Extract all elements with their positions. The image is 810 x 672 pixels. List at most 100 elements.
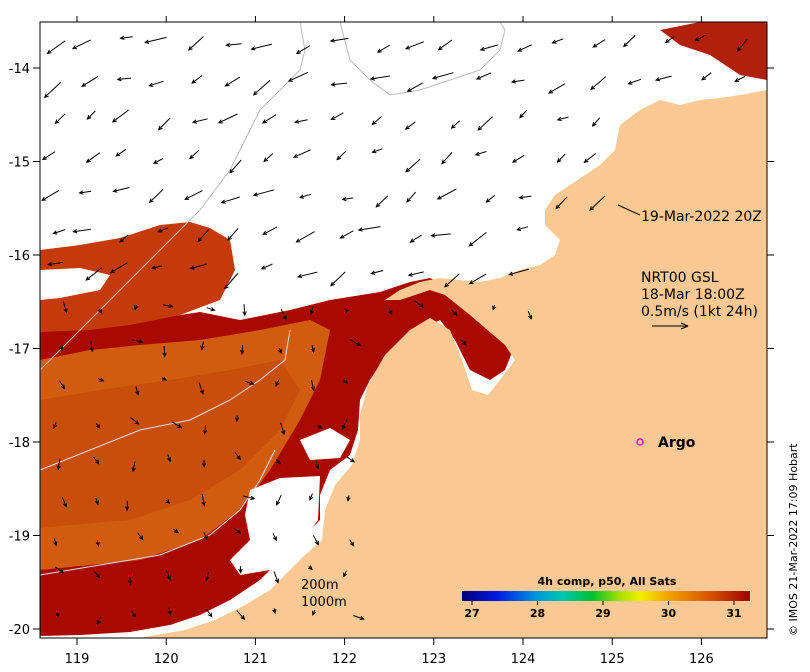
- current-arrow-icon: [406, 82, 423, 92]
- current-arrow-icon: [187, 36, 204, 51]
- current-arrow-icon: [250, 43, 273, 51]
- current-arrow-icon: [371, 148, 383, 154]
- current-arrow-icon: [172, 421, 183, 429]
- current-arrow-icon: [492, 305, 497, 311]
- current-arrow-icon: [55, 609, 60, 618]
- current-arrow-icon: [314, 461, 320, 470]
- current-time-label: 18-Mar 18:00Z: [641, 287, 745, 303]
- current-arrow-icon: [157, 117, 171, 131]
- current-arrow-icon: [287, 71, 309, 82]
- current-arrow-icon: [275, 458, 281, 465]
- current-arrow-icon: [583, 153, 597, 163]
- current-arrow-icon: [357, 226, 381, 232]
- current-arrow-icon: [152, 158, 164, 164]
- contour-label-1000m: 1000m: [301, 595, 347, 610]
- current-arrow-icon: [224, 76, 241, 87]
- plot-frame: [39, 21, 768, 639]
- colorbar-title: 4h comp, p50, All Sats: [538, 575, 677, 588]
- current-arrow-icon: [317, 424, 323, 429]
- x-tick-label: 126: [689, 652, 714, 667]
- current-arrow-icon: [46, 40, 66, 55]
- y-tick-label: -19: [9, 530, 30, 545]
- current-arrow-icon: [511, 154, 525, 163]
- current-arrow-icon: [341, 196, 354, 202]
- current-arrow-icon: [371, 116, 382, 126]
- current-arrow-icon: [162, 345, 167, 358]
- current-arrow-icon: [272, 533, 277, 542]
- current-arrow-icon: [664, 36, 674, 44]
- y-tick-label: -16: [9, 249, 30, 264]
- current-arrow-icon: [409, 234, 422, 243]
- contour-label-200m: 200m: [301, 578, 338, 593]
- current-arrow-icon: [41, 151, 56, 161]
- current-arrow-icon: [459, 338, 467, 346]
- current-arrow-icon: [252, 80, 271, 96]
- current-arrow-icon: [191, 75, 203, 84]
- current-arrow-icon: [346, 495, 351, 502]
- colorbar-legend: 4h comp, p50, All Sats 27 28 29 30 31: [462, 575, 750, 620]
- current-arrow-icon: [109, 262, 128, 274]
- current-arrow-icon: [137, 532, 144, 541]
- x-tick-label: 121: [243, 652, 268, 667]
- y-tick-label: -15: [9, 156, 30, 171]
- current-arrow-icon: [518, 195, 532, 200]
- scale-arrow-icon: [652, 322, 689, 330]
- current-arrow-icon: [353, 615, 365, 621]
- current-arrow-icon: [444, 273, 460, 288]
- colorbar-ticks: 27 28 29 30 31: [464, 601, 742, 620]
- current-arrow-icon: [161, 376, 168, 381]
- current-arrow-icon: [589, 195, 606, 211]
- y-tick-label: -18: [9, 436, 30, 451]
- current-arrow-icon: [468, 232, 487, 247]
- timestamp-leader-line: [617, 204, 641, 216]
- current-arrow-icon: [234, 452, 241, 461]
- current-arrow-icon: [71, 39, 91, 50]
- current-arrow-icon: [295, 45, 311, 54]
- current-arrow-icon: [165, 570, 171, 581]
- current-arrow-icon: [217, 113, 238, 124]
- current-arrow-icon: [551, 38, 564, 44]
- current-arrow-icon: [276, 494, 282, 506]
- current-arrow-icon: [94, 497, 99, 506]
- current-arrow-icon: [654, 75, 672, 82]
- current-arrow-icon: [191, 118, 208, 124]
- current-arrow-icon: [162, 303, 174, 309]
- current-arrow-icon: [59, 380, 65, 390]
- current-arrow-icon: [591, 117, 601, 127]
- current-arrow-icon: [474, 151, 487, 156]
- current-arrow-icon: [430, 233, 451, 238]
- current-arrow-icon: [234, 415, 240, 423]
- x-tick-label: 125: [600, 652, 625, 667]
- current-arrow-icon: [280, 308, 287, 321]
- current-arrow-icon: [475, 72, 492, 80]
- sst-northeast-patch: [660, 22, 767, 80]
- current-arrow-icon: [95, 423, 101, 430]
- current-arrow-icon: [119, 234, 129, 243]
- current-arrow-icon: [220, 196, 240, 204]
- x-tick-label: 120: [154, 652, 179, 667]
- current-arrow-icon: [517, 44, 533, 52]
- current-arrow-icon: [95, 539, 100, 547]
- current-arrow-icon: [555, 196, 568, 210]
- current-arrow-icon: [54, 113, 66, 125]
- current-arrow-icon: [198, 382, 204, 395]
- current-arrow-icon: [296, 271, 318, 279]
- current-arrow-icon: [244, 380, 255, 385]
- current-arrow-icon: [516, 226, 529, 231]
- current-arrow-icon: [203, 531, 208, 541]
- current-arrow-icon: [52, 422, 57, 430]
- map-plot-area: [40, 22, 767, 638]
- current-arrow-icon: [388, 307, 393, 316]
- current-arrow-icon: [46, 261, 64, 267]
- current-arrow-icon: [295, 231, 315, 243]
- current-arrow-icon: [309, 493, 314, 501]
- current-arrow-icon: [349, 339, 362, 346]
- current-arrow-icon: [341, 419, 348, 431]
- current-arrow-icon: [404, 121, 416, 130]
- current-arrow-icon: [119, 35, 133, 40]
- y-axis-ticks: -14 -15 -16 -17 -18 -19 -20: [9, 62, 774, 638]
- current-arrow-icon: [404, 41, 425, 50]
- current-arrow-icon: [694, 34, 707, 42]
- current-arrow-icon: [206, 609, 213, 618]
